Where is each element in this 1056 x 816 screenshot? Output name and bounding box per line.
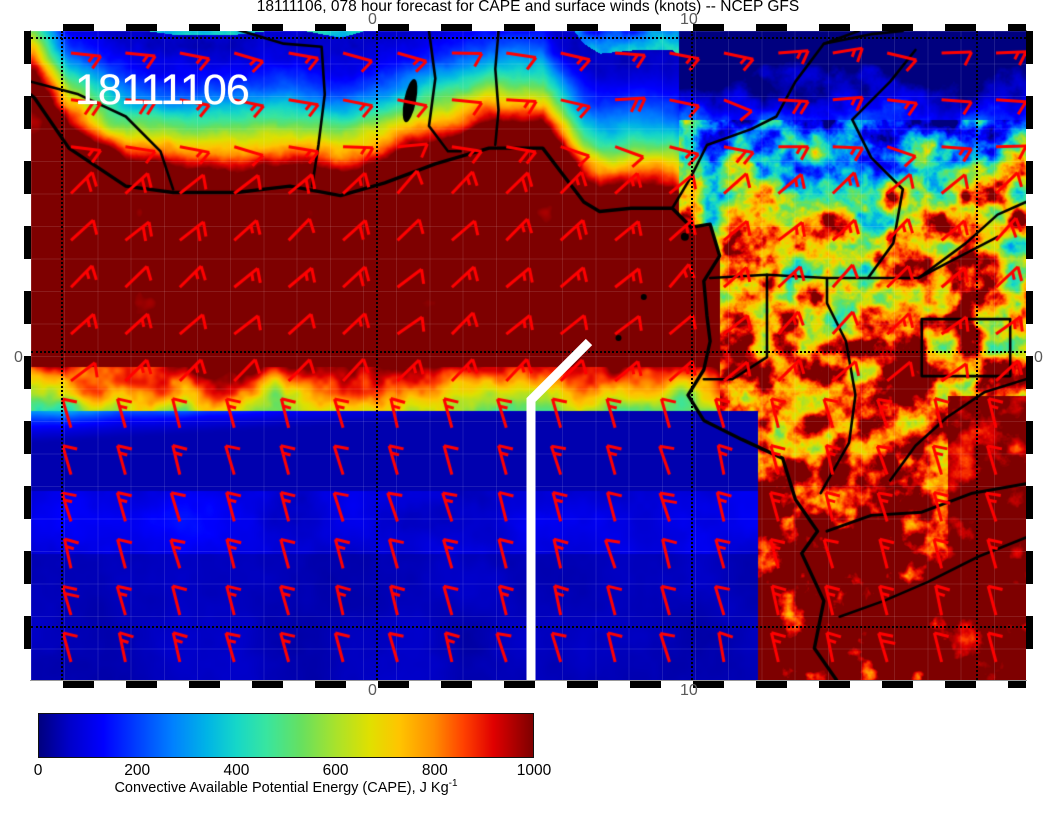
colorbar-tick-800: 800 — [421, 762, 448, 779]
top-axis-tickbar — [31, 24, 1026, 31]
colorbar-tick-600: 600 — [322, 762, 349, 779]
colorbar-tick-400: 400 — [223, 762, 250, 779]
colorbar-label-text: Convective Available Potential Energy (C… — [114, 779, 449, 796]
bottom-axis-tickbar — [31, 681, 1026, 688]
colorbar-label-exponent: -1 — [448, 778, 458, 789]
colorbar-axis-label: Convective Available Potential Energy (C… — [38, 778, 534, 796]
axis-label-bottom-lon-0: 0 — [368, 682, 377, 699]
axis-label-left-lat-0: 0 — [14, 349, 23, 366]
cape-map-plot: 18111106 — [31, 31, 1026, 680]
cape-colorbar — [38, 713, 534, 758]
axis-label-top-lon-10: 10 — [680, 11, 698, 28]
axis-label-bottom-lon-10: 10 — [680, 682, 698, 699]
left-axis-tickbar — [24, 31, 31, 680]
figure-title: 18111106, 078 hour forecast for CAPE and… — [256, 0, 800, 15]
colorbar-tick-1000: 1000 — [516, 762, 552, 779]
colorbar-tick-0: 0 — [33, 762, 43, 779]
colorbar-tick-200: 200 — [124, 762, 151, 779]
axis-label-top-lon-0: 0 — [368, 11, 377, 28]
date-stamp-overlay: 18111106 — [75, 66, 250, 114]
right-axis-tickbar — [1026, 31, 1033, 680]
wind-barbs-canvas — [31, 31, 1026, 680]
axis-label-right-lat-0: 0 — [1034, 349, 1043, 366]
